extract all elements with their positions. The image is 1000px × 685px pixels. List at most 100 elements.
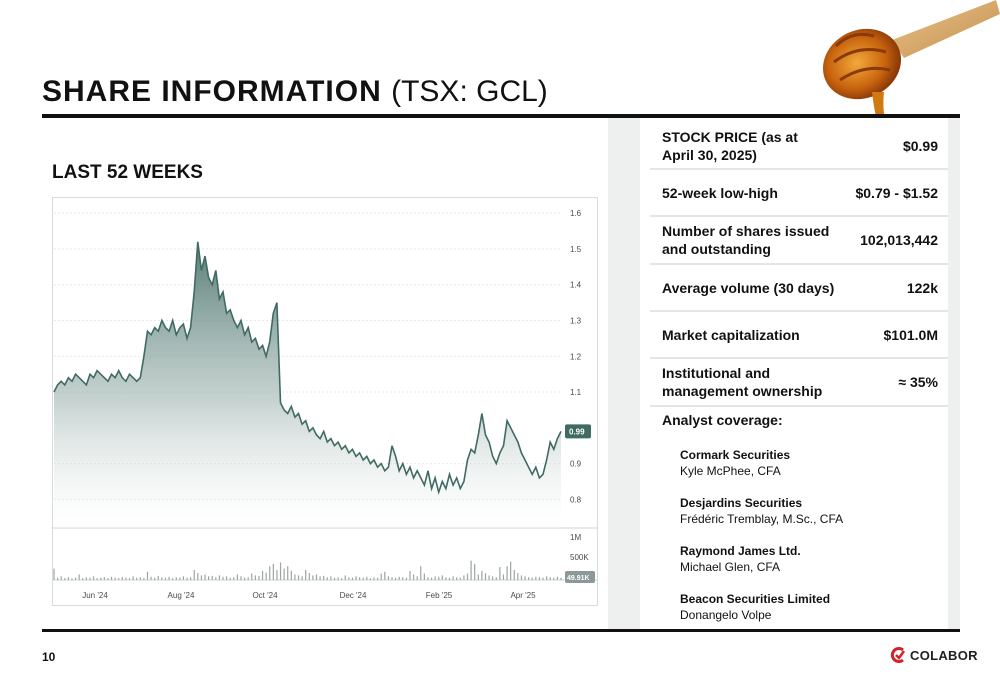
volume-bar [225,576,228,580]
volume-bar [405,577,407,580]
volume-bar [373,577,375,580]
volume-bar [114,577,116,580]
volume-bar [502,574,505,580]
y-tick-label: 1.2 [570,352,582,361]
y-tick-label: 1.6 [570,209,582,218]
volume-bar [208,576,210,580]
volume-bar [251,573,253,580]
x-tick-label: Aug '24 [168,591,195,600]
volume-bar [445,577,447,580]
volume-bar [344,575,346,580]
volume-bar [359,577,361,580]
analyst-name: Donangelo Volpe [680,608,772,622]
volume-bar [466,573,469,580]
volume-bar [362,577,364,580]
page-title: SHARE INFORMATION (TSX: GCL) [42,72,548,112]
volume-bar [204,574,206,580]
volume-bar [398,576,400,580]
volume-bar [128,578,131,580]
colabor-logo-icon [890,647,906,663]
volume-bar [452,576,454,580]
volume-bar [355,576,357,580]
volume-bar [175,577,177,580]
volume-bar [459,577,461,580]
y-tick-label: 1.5 [570,245,582,254]
volume-bar [222,576,224,580]
volume-bar [549,577,551,580]
table-row-label: Average volume (30 days) [662,279,835,296]
volume-bar [438,576,440,580]
table-row-52-week: 52-week low-high $0.79 - $1.52 [650,170,948,217]
volume-bar [85,577,87,580]
volume-bar [499,567,501,580]
x-tick-label: Oct '24 [252,591,278,600]
volume-bar [290,570,292,580]
volume-bar [261,570,264,580]
colabor-logo: COLABOR [890,647,978,663]
analyst-entry: Beacon Securities Limited Donangelo Volp… [680,591,830,623]
y-tick-label: 1.3 [570,316,582,325]
volume-bar [560,577,562,580]
volume-bar [470,560,472,580]
volume-bar [197,573,199,580]
logo-text: COLABOR [910,647,978,663]
volume-bar [308,573,310,580]
volume-bar [74,577,77,580]
volume-bar [294,574,296,580]
volume-bar [341,578,343,580]
volume-bar [67,577,69,580]
x-tick-label: Jun '24 [82,591,108,600]
volume-bar [377,577,379,580]
x-tick-label: Feb '25 [426,591,453,600]
volume-bar [531,577,533,580]
table-row-label: 52-week low-high [662,184,778,201]
volume-bar [200,575,203,580]
volume-bar [380,573,382,580]
volume-bar [528,577,530,580]
table-row-value: $101.0M [883,326,938,343]
volume-bar [265,572,267,580]
volume-bar [456,577,458,580]
volume-bar [150,576,152,580]
volume-bar [542,577,544,580]
volume-bar [326,577,328,580]
volume-bar [190,577,192,580]
analyst-entry: Cormark Securities Kyle McPhee, CFA [680,447,790,479]
volume-bar [312,575,314,580]
table-row-value: 122k [906,279,938,296]
volume-bar [168,576,170,580]
volume-bar [164,577,167,580]
volume-bar [193,569,195,580]
table-row-avg-volume: Average volume (30 days) 122k [650,265,948,312]
table-row-market-cap: Market capitalization $101.0M [650,312,948,359]
volume-bar [100,577,102,580]
volume-bar [96,578,98,580]
volume-bar [481,570,483,580]
table-row-value: $0.79 - $1.52 [855,184,938,201]
volume-bar [157,575,159,580]
last-price-label: 0.99 [569,427,585,436]
volume-bar [247,577,249,580]
table-row-ownership: Institutional and management ownership ≈… [650,359,948,407]
volume-bar [71,578,73,580]
volume-bar [172,578,174,580]
volume-bar [517,573,519,580]
y-tick-label: 1.4 [570,281,582,290]
volume-bar [82,578,84,580]
volume-bar [369,578,372,580]
analyst-firm: Raymond James Ltd. [680,544,801,558]
volume-bar [236,574,238,580]
volume-bar [477,574,479,580]
volume-bar [78,574,80,580]
volume-bar [182,576,185,580]
volume-bar [484,573,487,580]
volume-bar [103,577,105,580]
table-row-shares: Number of shares issued and outstanding … [650,217,948,265]
volume-bar [179,577,181,580]
volume-bar [154,577,156,580]
last-volume-badge [565,571,595,583]
table-row-stock-price: STOCK PRICE (as at April 30, 2025) $0.99 [650,124,948,170]
volume-bar [556,576,559,580]
volume-bar [409,570,411,580]
volume-bar [229,577,231,580]
